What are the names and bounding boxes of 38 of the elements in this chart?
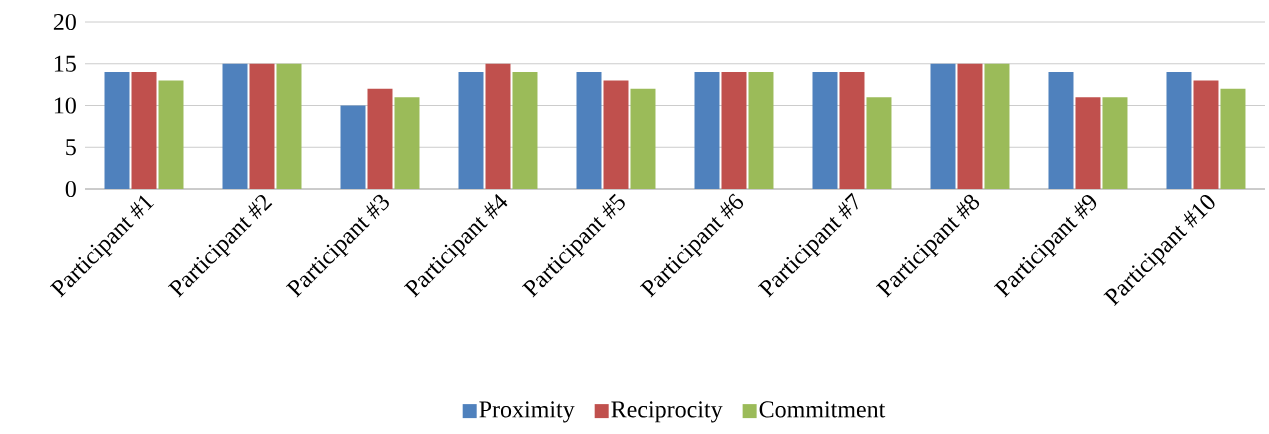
bar (512, 72, 538, 189)
bar (222, 63, 248, 189)
bar (957, 63, 983, 189)
bar (131, 72, 157, 189)
bar (694, 72, 720, 189)
bar (721, 72, 747, 189)
y-tick-label: 15 (54, 55, 76, 72)
bar (930, 63, 956, 189)
bar (984, 63, 1010, 189)
bar (1220, 88, 1246, 189)
y-tick-label: 0 (65, 180, 76, 198)
bar (485, 63, 511, 189)
legend-label: Reciprocity (611, 401, 723, 423)
bar (340, 105, 366, 189)
legend-label: Proximity (479, 401, 575, 423)
y-tick-label: 5 (66, 139, 76, 156)
bar (748, 72, 774, 189)
bar (458, 72, 484, 189)
legend-label: Commitment (759, 401, 886, 418)
bar (104, 72, 130, 189)
bar (367, 88, 393, 189)
y-tick-label: 10 (54, 97, 76, 114)
bar (249, 63, 275, 189)
bar (866, 97, 892, 189)
bar (1102, 97, 1128, 189)
bar (1193, 80, 1219, 189)
bar (394, 97, 420, 189)
bar (630, 88, 656, 189)
bar (1048, 72, 1074, 189)
y-tick-label: 20 (53, 13, 76, 31)
bar (603, 80, 629, 189)
bar (576, 72, 602, 189)
bar (1075, 97, 1101, 189)
bar (158, 80, 184, 189)
bar (1166, 72, 1192, 189)
bar (812, 72, 838, 189)
bar (839, 72, 865, 189)
bar (276, 63, 302, 189)
